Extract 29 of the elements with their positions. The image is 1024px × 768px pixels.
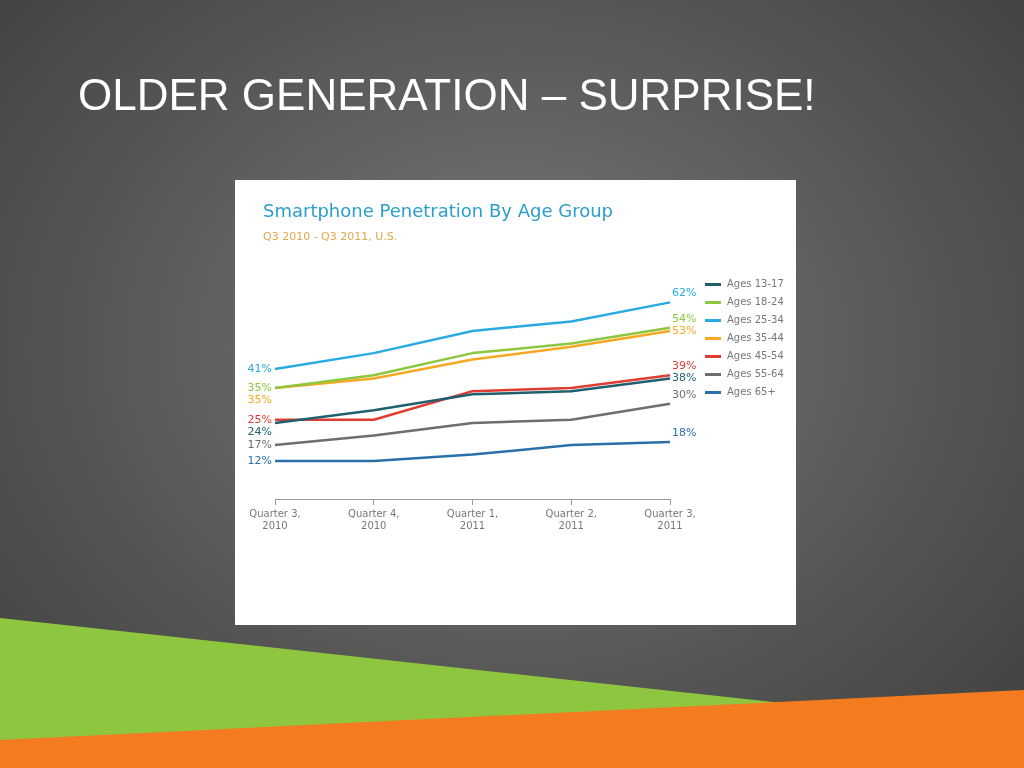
x-tick-label: Quarter 3, 2010	[249, 507, 301, 531]
legend-label: Ages 35-44	[726, 331, 784, 345]
legend-label: Ages 65+	[726, 385, 777, 399]
legend-label: Ages 45-54	[726, 349, 784, 363]
data-label: 18%	[672, 425, 697, 439]
data-label: 35%	[247, 392, 272, 406]
x-tick-label: Quarter 1, 2011	[446, 507, 499, 531]
legend-label: Ages 25-34	[726, 313, 784, 327]
legend-label: Ages 55-64	[726, 367, 784, 381]
data-label: 41%	[247, 361, 272, 375]
x-tick-label: Quarter 3, 2011	[644, 507, 696, 531]
data-label: 17%	[247, 437, 272, 451]
data-label: 30%	[672, 387, 697, 401]
data-label: 38%	[672, 371, 697, 385]
data-label: 24%	[247, 424, 272, 438]
data-label: 35%	[247, 380, 272, 394]
data-label: 39%	[672, 359, 697, 373]
chart-subtitle: Q3 2010 - Q3 2011, U.S.	[263, 230, 398, 243]
data-label: 25%	[247, 412, 272, 426]
data-label: 53%	[672, 323, 697, 337]
text: OLDER GENERATION – SURPRISE!	[78, 70, 816, 120]
x-tick-label: Quarter 4, 2010	[348, 507, 400, 531]
chart-title: Smartphone Penetration By Age Group	[263, 200, 614, 221]
data-label: 54%	[672, 311, 697, 325]
legend-label: Ages 13-17	[726, 277, 784, 291]
data-label: 12%	[247, 453, 272, 467]
data-label: 62%	[672, 286, 697, 300]
legend-label: Ages 18-24	[726, 295, 784, 309]
x-tick-label: Quarter 2, 2011	[545, 507, 597, 531]
